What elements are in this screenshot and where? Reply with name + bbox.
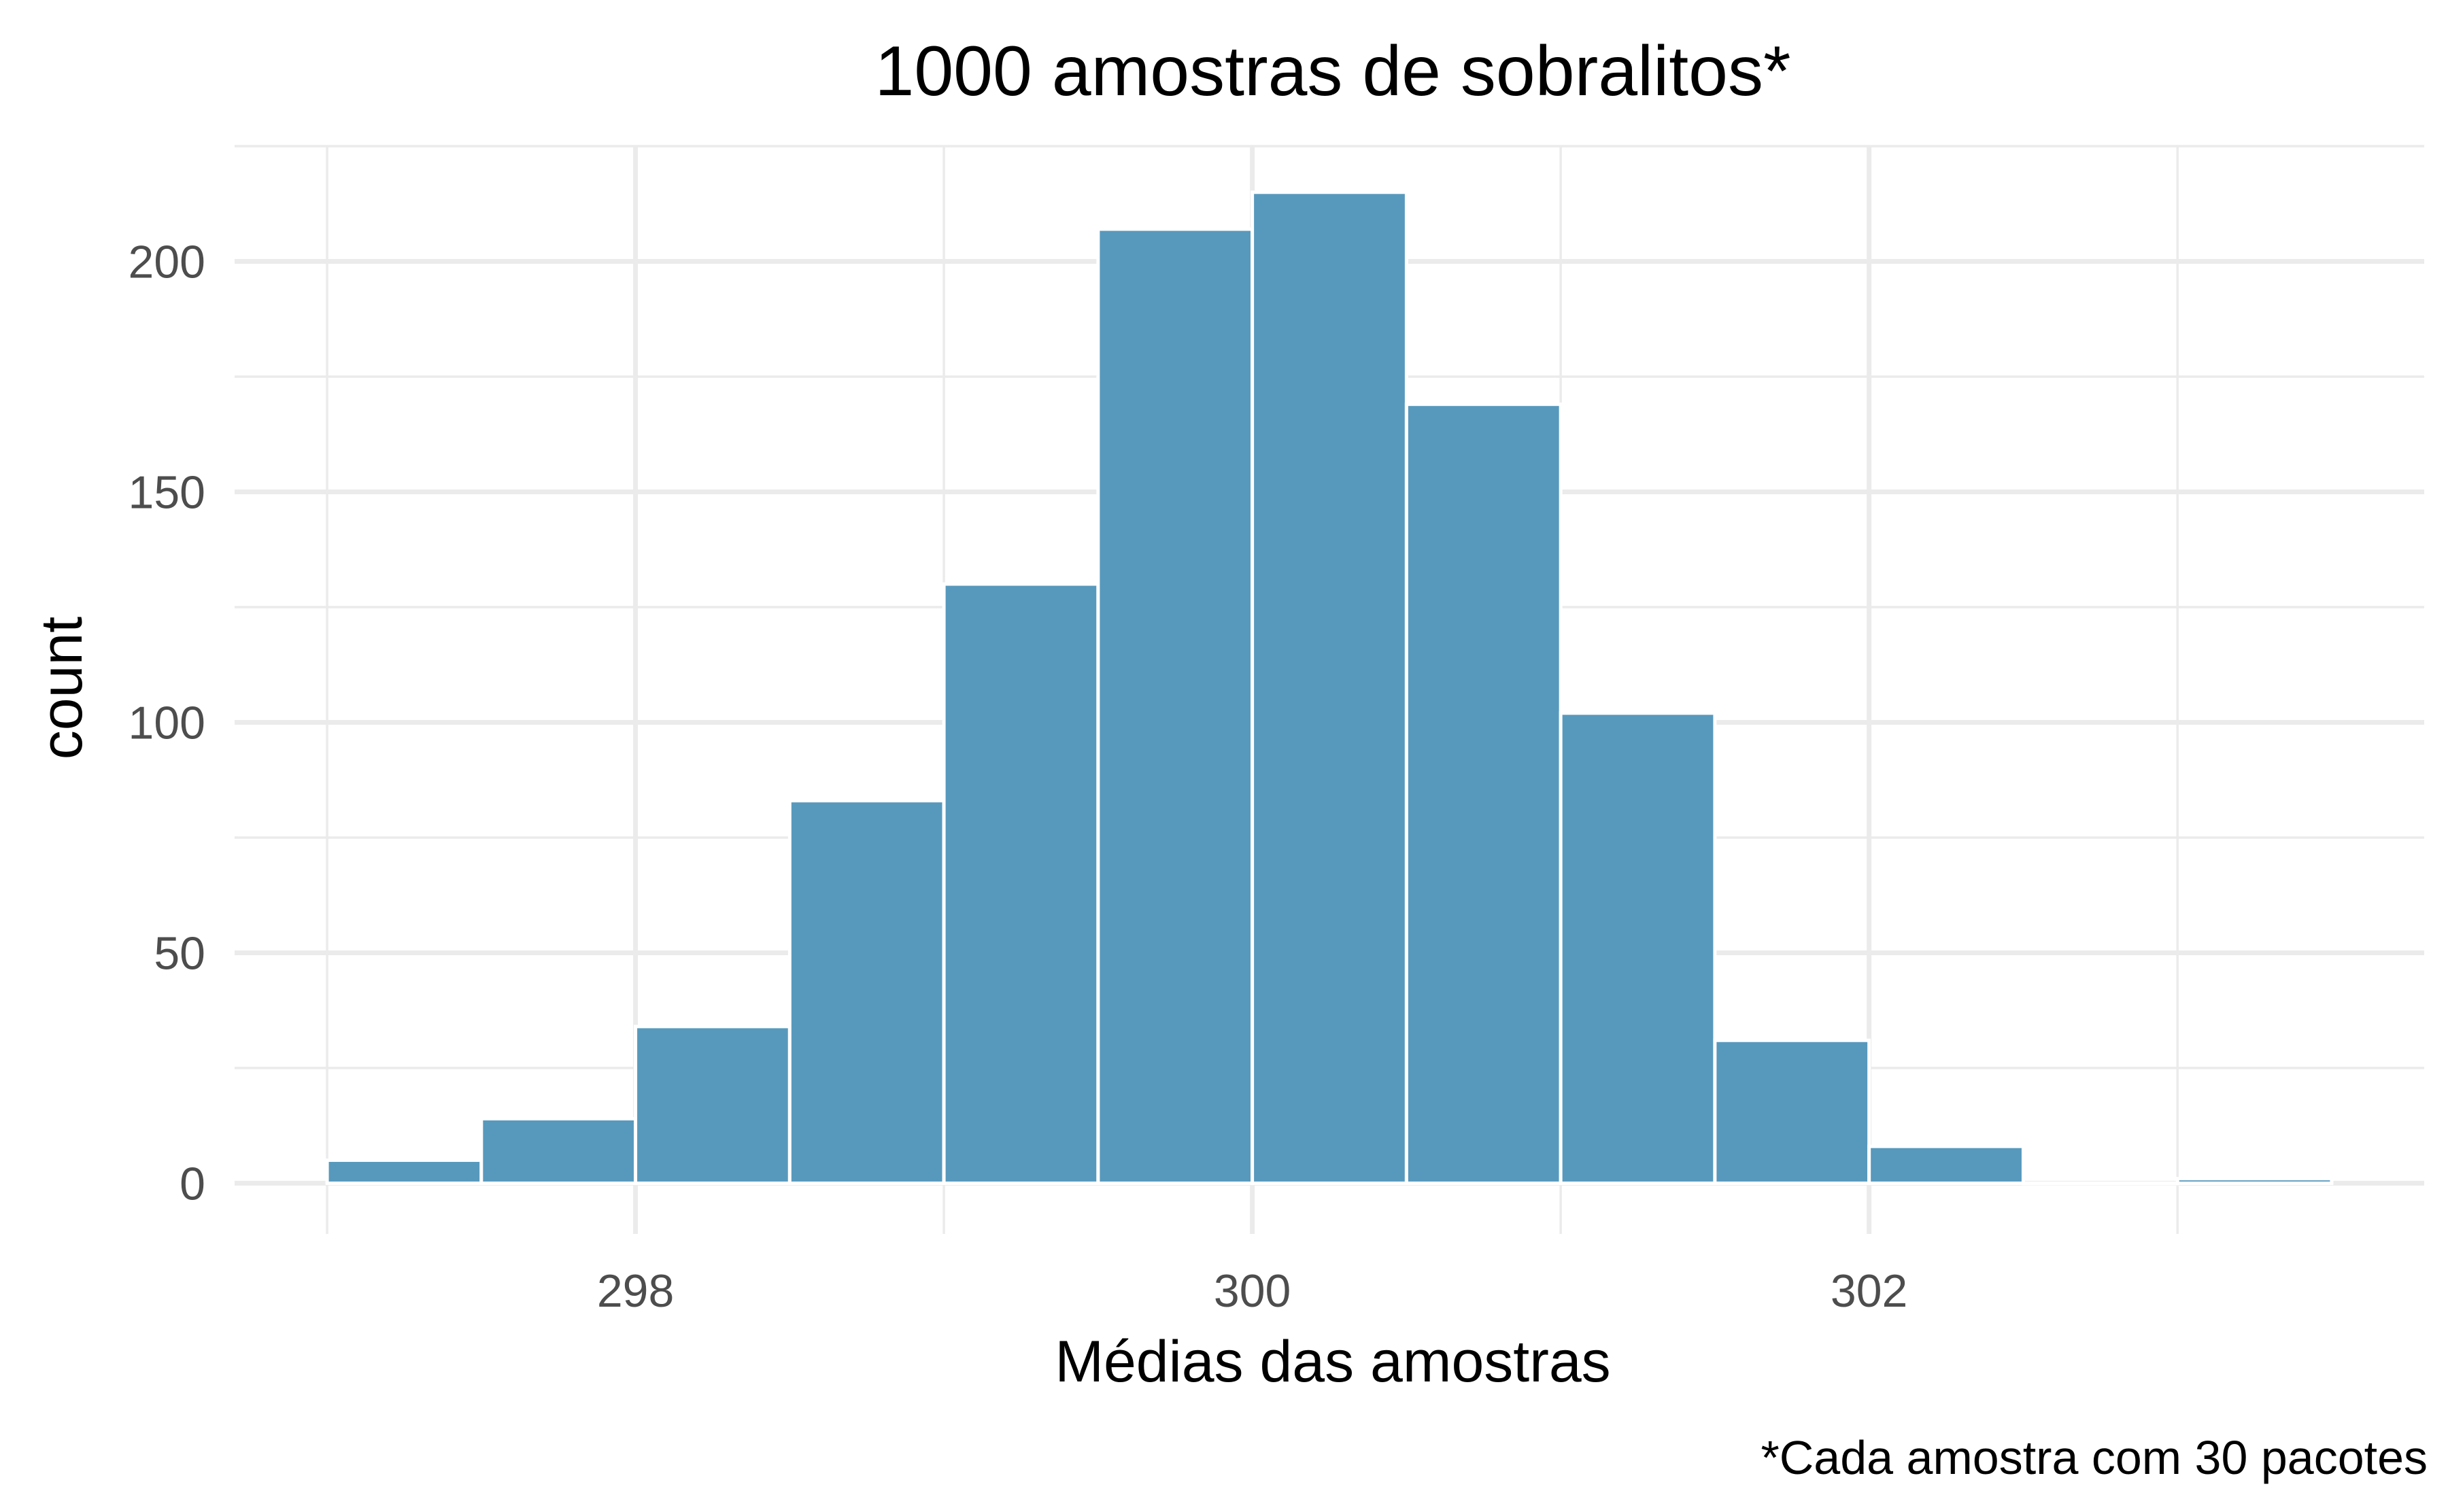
y-tick-label: 200 xyxy=(129,236,205,288)
y-tick-label: 150 xyxy=(129,466,205,518)
histogram-bar xyxy=(1867,1144,2025,1185)
histogram-bar xyxy=(2175,1177,2334,1185)
chart-caption: *Cada amostra com 30 pacotes xyxy=(1761,1431,2428,1484)
histogram-bar xyxy=(634,1025,792,1185)
y-tick-label: 50 xyxy=(154,927,205,979)
x-tick-labels: 298 300 302 xyxy=(597,1265,1908,1317)
y-tick-labels: 0 50 100 150 200 xyxy=(129,236,205,1209)
histogram-bars xyxy=(325,190,2334,1186)
histogram-bar xyxy=(1713,1038,1871,1185)
histogram-bar xyxy=(942,582,1100,1185)
y-tick-label: 0 xyxy=(180,1158,205,1209)
histogram-bar xyxy=(325,1158,483,1185)
histogram-bar xyxy=(1251,190,1408,1185)
histogram-bar xyxy=(1404,402,1563,1185)
chart-title: 1000 amostras de sobralitos* xyxy=(875,32,1791,111)
histogram-bar xyxy=(1559,711,1717,1185)
histogram-bar xyxy=(2021,1181,2179,1186)
x-tick-label: 298 xyxy=(597,1265,674,1317)
histogram-bar xyxy=(787,799,946,1185)
histogram-bar xyxy=(1096,227,1255,1185)
y-tick-label: 100 xyxy=(129,697,205,749)
histogram-bar xyxy=(479,1117,638,1185)
x-axis-title: Médias das amostras xyxy=(1055,1329,1610,1394)
y-axis-title: count xyxy=(29,617,95,759)
x-tick-label: 302 xyxy=(1831,1265,1907,1317)
x-tick-label: 300 xyxy=(1214,1265,1291,1317)
